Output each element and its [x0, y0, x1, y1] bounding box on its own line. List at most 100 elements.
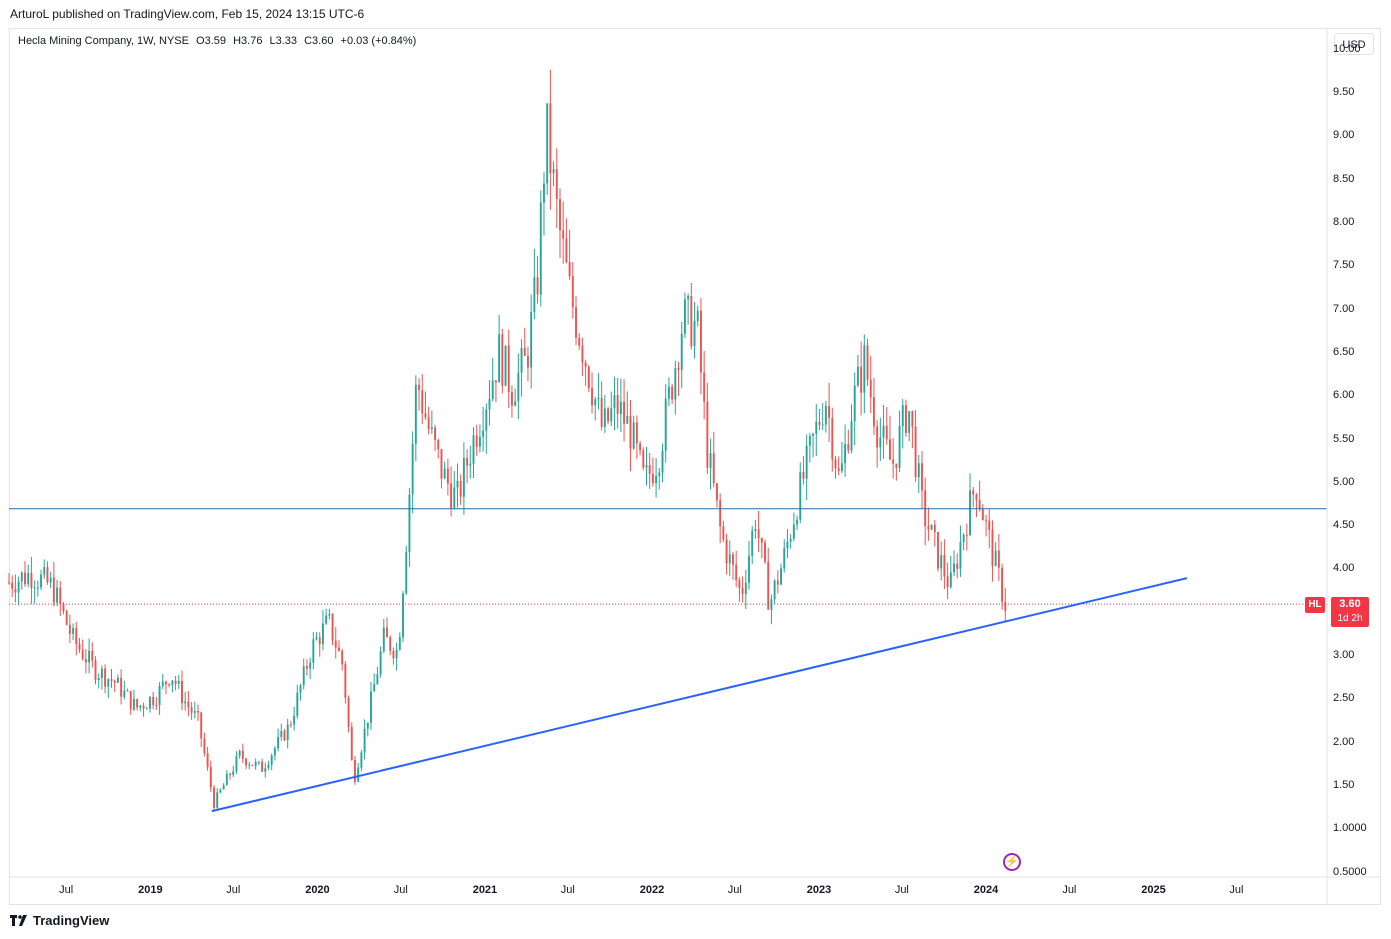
- candle-body: [315, 637, 318, 640]
- candle-body: [664, 398, 667, 451]
- candle-body: [402, 593, 404, 638]
- candle-body: [805, 445, 808, 479]
- candle-body: [14, 588, 17, 593]
- candle-body: [863, 345, 866, 393]
- candle-body: [799, 472, 802, 520]
- candle-body: [155, 705, 158, 707]
- candle-body: [8, 582, 10, 584]
- candle-body: [190, 707, 193, 713]
- candle-body: [17, 581, 20, 593]
- candle-body: [219, 789, 222, 793]
- candle-body: [120, 677, 123, 697]
- candle-body: [623, 401, 626, 424]
- candle-body: [261, 761, 264, 772]
- candle-body: [716, 483, 718, 501]
- candle-body: [591, 387, 593, 406]
- candle-body: [898, 426, 901, 468]
- candle-body: [123, 690, 126, 697]
- time-tick-label: Jul: [1062, 884, 1077, 896]
- candle-body: [450, 483, 453, 508]
- candle-body: [744, 582, 747, 595]
- candle-body: [728, 554, 731, 564]
- candle-body: [46, 567, 49, 583]
- candle-body: [824, 405, 827, 425]
- price-tick-label: 5.00: [1333, 475, 1355, 488]
- candle-body: [235, 756, 238, 772]
- candle-body: [751, 530, 754, 556]
- candle-body: [293, 715, 296, 725]
- candle-body: [104, 668, 107, 687]
- candle-body: [962, 534, 965, 543]
- candle-body: [427, 417, 430, 430]
- candle-body: [927, 526, 930, 530]
- candle-body: [930, 524, 933, 530]
- candle-body: [424, 413, 427, 418]
- candle-body: [613, 395, 616, 409]
- candle-body: [462, 458, 465, 497]
- candle-body: [946, 576, 949, 588]
- candle-body: [924, 490, 927, 527]
- chart-legend[interactable]: Hecla Mining Company, 1W, NYSE O3.59 H3.…: [18, 35, 420, 47]
- candle-body: [213, 787, 215, 808]
- candle-body: [277, 737, 280, 749]
- legend-close: C3.60: [304, 35, 334, 47]
- tradingview-logo-icon: [10, 914, 27, 926]
- trendline[interactable]: [211, 577, 1188, 813]
- candle-body: [379, 651, 382, 675]
- candle-body: [536, 277, 539, 295]
- candle-body: [472, 435, 475, 464]
- candle-body: [860, 366, 863, 393]
- candle-body: [786, 541, 789, 549]
- candle-body: [869, 379, 872, 398]
- candle-body: [110, 679, 113, 681]
- candle-body: [408, 494, 411, 552]
- candle-body: [837, 467, 840, 472]
- candle-body: [478, 436, 481, 447]
- candle-body: [187, 701, 190, 708]
- candle-body: [312, 639, 315, 663]
- candle-body: [257, 761, 260, 763]
- candle-body: [97, 678, 100, 681]
- candle-body: [469, 463, 472, 466]
- candle-body: [152, 696, 155, 706]
- candle-body: [546, 103, 549, 184]
- price-tick-label: 5.50: [1333, 432, 1355, 445]
- candle-body: [280, 731, 283, 738]
- candle-body: [895, 463, 898, 468]
- candle-body: [949, 572, 952, 588]
- candle-body: [145, 708, 148, 710]
- candle-body: [655, 476, 658, 484]
- candle-body: [773, 580, 776, 600]
- tradingview-logo[interactable]: TradingView: [10, 913, 109, 928]
- candle-body: [363, 728, 366, 753]
- time-tick-label: 2023: [806, 884, 832, 896]
- price-tick-label: 8.50: [1333, 172, 1355, 185]
- candle-body: [808, 436, 811, 446]
- price-tick-label: 3.00: [1333, 649, 1355, 662]
- lightning-icon[interactable]: ⚡: [1003, 853, 1021, 871]
- candle-body: [914, 426, 917, 478]
- footer-logo-text: TradingView: [33, 913, 110, 928]
- legend-high: H3.76: [233, 35, 263, 47]
- candle-body: [398, 637, 401, 650]
- candle-body: [430, 427, 433, 430]
- price-tick-label: 4.00: [1333, 562, 1355, 575]
- currency-button[interactable]: USD: [1334, 33, 1374, 55]
- candle-body: [56, 587, 59, 603]
- candle-body: [49, 577, 52, 583]
- candle-body: [754, 529, 757, 531]
- time-tick-label: 2022: [639, 884, 665, 896]
- candle-body: [844, 444, 847, 464]
- candle-body: [812, 434, 815, 437]
- candle-body: [850, 421, 853, 451]
- candle-body: [872, 397, 875, 427]
- candle-body: [539, 202, 542, 295]
- chart-frame: [9, 28, 1381, 905]
- candle-body: [453, 487, 456, 508]
- candle-body: [706, 401, 709, 468]
- price-tick-label: 7.50: [1333, 259, 1355, 272]
- legend-change: +0.03 (+0.84%): [340, 35, 417, 47]
- price-tick-label: 1.0000: [1333, 822, 1367, 835]
- candle-body: [600, 397, 603, 427]
